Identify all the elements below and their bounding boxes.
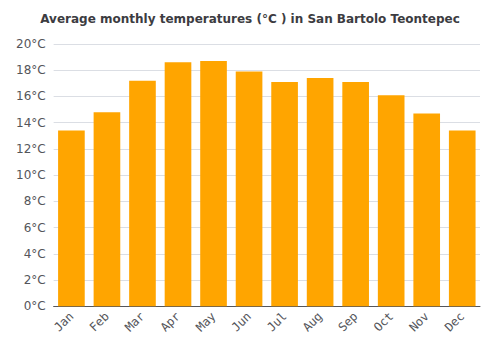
svg-text:Jul: Jul <box>264 309 289 334</box>
svg-text:Dec: Dec <box>442 309 467 334</box>
svg-text:2°C: 2°C <box>24 273 46 287</box>
svg-text:16°C: 16°C <box>16 89 46 103</box>
svg-text:6°C: 6°C <box>24 221 46 235</box>
svg-text:20°C: 20°C <box>16 37 46 51</box>
svg-text:4°C: 4°C <box>24 247 46 261</box>
svg-text:8°C: 8°C <box>24 194 46 208</box>
svg-text:May: May <box>193 309 218 334</box>
svg-text:Oct: Oct <box>371 309 396 334</box>
svg-text:Sep: Sep <box>335 309 360 334</box>
svg-text:14°C: 14°C <box>16 116 46 130</box>
svg-text:Feb: Feb <box>87 309 112 334</box>
svg-text:12°C: 12°C <box>16 142 46 156</box>
svg-text:Aug: Aug <box>300 309 325 334</box>
svg-text:Jun: Jun <box>229 309 254 334</box>
svg-text:18°C: 18°C <box>16 63 46 77</box>
svg-text:Apr: Apr <box>158 309 183 334</box>
svg-text:Mar: Mar <box>122 309 147 334</box>
svg-text:Nov: Nov <box>406 309 431 334</box>
svg-text:10°C: 10°C <box>16 168 46 182</box>
svg-text:Jan: Jan <box>51 309 76 334</box>
svg-text:Average monthly temperatures (: Average monthly temperatures (°C ) in Sa… <box>40 12 460 26</box>
svg-text:0°C: 0°C <box>24 299 46 313</box>
